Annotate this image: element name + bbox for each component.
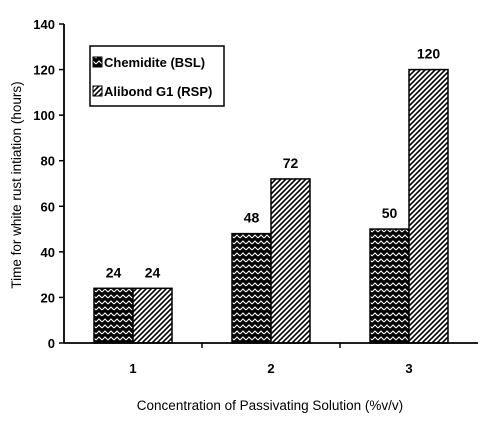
x-tick-label-1: 1 [129,361,136,376]
y-tick-label-40: 40 [41,245,55,260]
legend-label-chemidite: Chemidite (BSL) [104,55,205,70]
bar-series1-cat2 [231,232,272,344]
legend-swatch-alibond [92,85,103,97]
legend-box [89,45,225,107]
bar-series1-cat3 [369,228,410,344]
y-tick-label-100: 100 [33,108,55,123]
legend-label-alibond: Alibond G1 (RSP) [104,84,212,99]
y-tick-label-120: 120 [33,63,55,78]
data-label-series1-cat3: 50 [382,205,398,221]
legend-swatch-chemidite [92,56,103,68]
data-label-series2-cat2: 72 [283,155,299,171]
bar-series2-cat2 [270,178,311,344]
bar-series1-cat1 [93,287,134,344]
x-tick-label-3: 3 [405,361,412,376]
x-tick-label-2: 2 [267,361,274,376]
y-tick-label-140: 140 [33,17,55,32]
y-tick-label-60: 60 [41,199,55,214]
legend: Chemidite (BSL) Alibond G1 (RSP) [89,45,225,107]
y-axis-title: Time for white rust intiation (hours) [9,81,24,288]
x-axis-title: Concentration of Passivating Solution (%… [137,398,403,413]
data-label-series2-cat1: 24 [145,264,161,280]
data-label-series2-cat3: 120 [417,46,441,62]
bar-series2-cat3 [408,68,449,344]
y-tick-label-0: 0 [48,336,55,351]
bar-series2-cat1 [132,287,173,344]
y-tick-label-80: 80 [41,154,55,169]
data-label-series1-cat1: 24 [106,264,122,280]
data-label-series1-cat2: 48 [244,210,260,226]
y-tick-label-20: 20 [41,290,55,305]
